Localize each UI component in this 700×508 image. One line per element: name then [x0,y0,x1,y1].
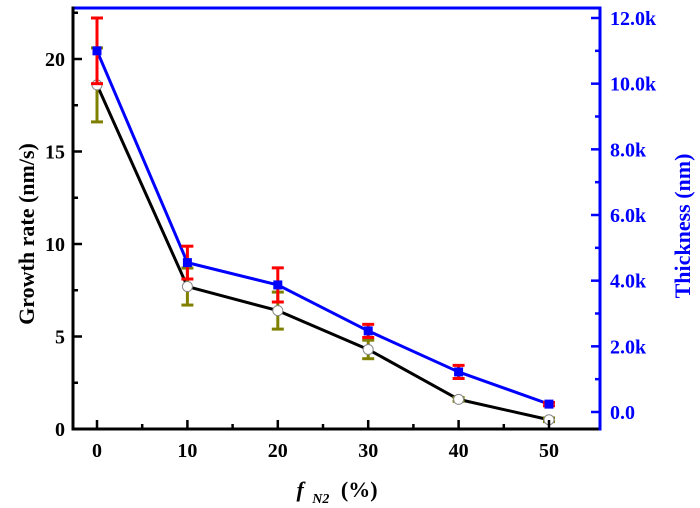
y2-tick-label: 6.0k [610,205,647,227]
data-point [272,305,284,317]
series-line [95,84,550,422]
x-tick-label: 0 [92,440,102,462]
series-line [95,50,550,406]
x-axis-title-f: f [296,477,306,502]
y-tick-label: 5 [55,327,65,349]
x-tick-label: 30 [358,440,378,462]
data-point [454,367,464,377]
plot-layer [91,16,555,426]
y2-tick-label: 0.0 [610,402,635,424]
data-point [362,343,374,355]
y-tick-label: 0 [55,419,65,441]
y2-tick-label: 2.0k [610,336,647,358]
ticks-layer: 0 10 20 30 40 50 0 5 10 15 20 0.0 2.0k 4.0k 6.0k 8.0k 10… [45,8,657,462]
x-axis-title-unit: (%) [341,477,378,502]
data-point [453,393,465,405]
y2-tick-label: 4.0k [610,271,647,293]
plot-frame [71,6,602,431]
y-tick-label: 10 [45,234,65,256]
x-axis-title-subscript: N2 [311,492,329,507]
data-point [363,326,373,336]
x-tick-label: 50 [539,440,559,462]
data-point [544,399,554,409]
y-tick-label: 15 [45,142,65,164]
y-tick-label: 20 [45,49,65,71]
y2-tick-label: 8.0k [610,139,647,161]
y2-tick-label: 12.0k [610,8,657,30]
x-tick-label: 20 [268,440,288,462]
data-point [181,281,193,293]
data-point [92,46,102,56]
y2-axis-title: Thickness (nm) [670,154,695,299]
x-axis-title: f N2 (%) [296,477,377,508]
y-axis-title: Growth rate (nm/s) [14,143,39,325]
series-growth-rate [91,46,555,426]
series-thickness [91,16,555,409]
x-tick-label: 10 [177,440,197,462]
data-point [182,258,192,268]
data-point [273,280,283,290]
x-tick-label: 40 [449,440,469,462]
y2-tick-label: 10.0k [610,74,657,96]
